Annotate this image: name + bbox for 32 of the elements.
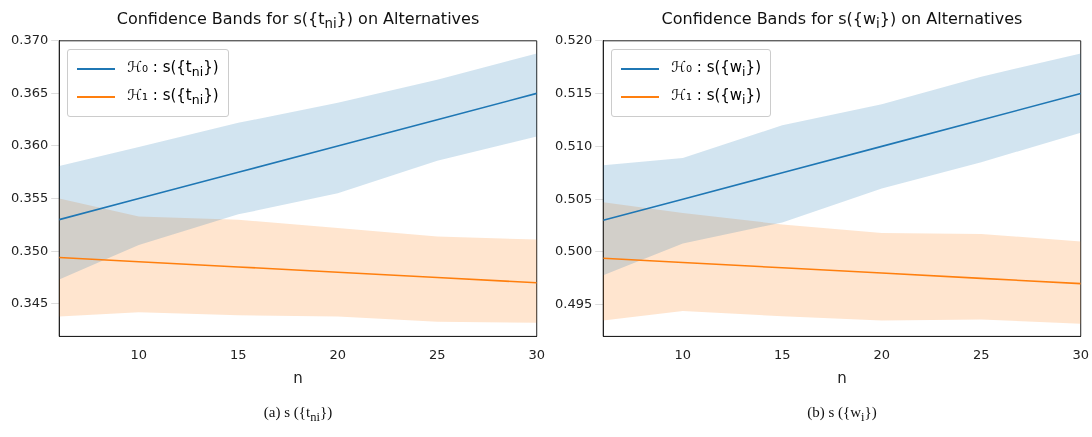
- y-tick-label: 0.520: [555, 32, 593, 48]
- x-tick-label: 30: [1072, 346, 1089, 362]
- x-tick-label: 10: [130, 346, 148, 362]
- y-tick-label: 0.350: [11, 242, 49, 258]
- chart-title: Confidence Bands for s({w$_{i}$}) on Alternatives: [661, 8, 1023, 32]
- x-tick-label: 20: [329, 346, 347, 362]
- x-tick-label: 10: [674, 346, 692, 362]
- y-tick-label: 0.510: [555, 137, 593, 153]
- text: (a) s ({t$_{ni}$}): [263, 404, 333, 425]
- y-tick-label: 0.365: [11, 84, 49, 100]
- y-tick-label: 0.345: [11, 295, 49, 311]
- x-tick-label: 25: [428, 346, 446, 362]
- y-tick-label: 0.495: [555, 296, 593, 312]
- y-tick-label: 0.505: [555, 190, 593, 206]
- y-tick-label: 0.360: [11, 137, 49, 153]
- legend-label: ℋ₀ : s({t$_{ni}$}): [127, 58, 219, 80]
- legend-label: ℋ₁ : s({w$_{i}$}): [671, 86, 761, 108]
- legend-label: ℋ₁ : s({t$_{ni}$}): [127, 86, 219, 108]
- text: (b) s ({w$_{i}$}): [807, 404, 877, 425]
- x-tick-label: 30: [528, 346, 545, 362]
- chart-title: Confidence Bands for s({t$_{ni}$}) on Alternatives: [116, 8, 480, 32]
- x-axis-title: n: [293, 368, 303, 387]
- y-tick-label: 0.500: [555, 243, 593, 259]
- x-tick-label: 15: [230, 346, 247, 362]
- x-tick-label: 15: [774, 346, 791, 362]
- legend-label: ℋ₀ : s({w$_{i}$}): [671, 58, 761, 80]
- y-tick-label: 0.515: [555, 84, 593, 100]
- x-tick-label: 20: [873, 346, 891, 362]
- y-tick-label: 0.370: [11, 32, 49, 48]
- y-tick-label: 0.355: [11, 189, 49, 205]
- x-tick-label: 25: [972, 346, 990, 362]
- x-axis-title: n: [837, 368, 847, 387]
